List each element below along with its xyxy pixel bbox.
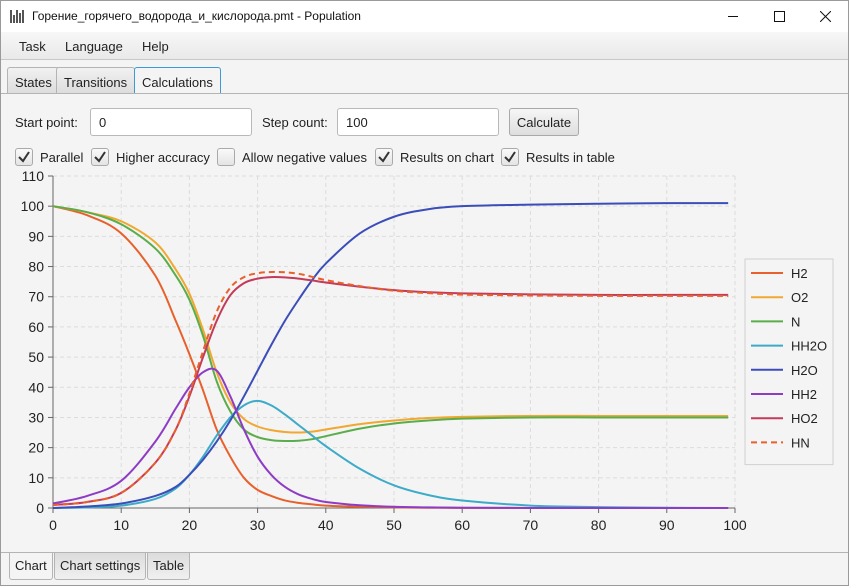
checkmark-icon: [94, 151, 106, 163]
allow-negative-values-checkbox[interactable]: Allow negative values: [217, 147, 367, 167]
parallel-checkbox[interactable]: Parallel: [15, 147, 83, 167]
x-tick-label: 20: [182, 517, 198, 533]
calculate-button[interactable]: Calculate: [509, 108, 579, 136]
results-on-chart-checkbox[interactable]: Results on chart: [375, 147, 494, 167]
series-line-hn: [52, 270, 729, 506]
y-tick-label: 70: [28, 289, 44, 305]
close-icon: [819, 11, 831, 22]
checkbox-box: [217, 148, 235, 166]
menu-language[interactable]: Language: [65, 39, 123, 54]
y-tick-label: 50: [28, 349, 44, 365]
maximize-button[interactable]: [756, 1, 802, 32]
chart-series: [52, 202, 729, 510]
minimize-button[interactable]: [710, 1, 756, 32]
window-title: Горение_горячего_водорода_и_кислорода.pm…: [32, 9, 361, 23]
chart-grid: [52, 175, 736, 509]
series-line-n: [52, 205, 729, 443]
x-tick-label: 40: [318, 517, 334, 533]
x-tick-label: 30: [250, 517, 266, 533]
title-bar: Горение_горячего_водорода_и_кислорода.pm…: [1, 1, 848, 32]
legend-label: HH2: [791, 387, 817, 402]
bottom-tab-divider: [1, 552, 848, 553]
y-tick-label: 90: [28, 228, 44, 244]
checkmark-icon: [378, 151, 390, 163]
x-tick-label: 70: [523, 517, 539, 533]
chart-legend: H2 O2 N HH2O H2O HH2 HO2 HN: [744, 258, 834, 466]
legend-label: H2O: [791, 363, 818, 378]
tab-states[interactable]: States: [7, 67, 60, 94]
x-tick-label: 80: [591, 517, 607, 533]
y-tick-label: 60: [28, 319, 44, 335]
series-line-hh2: [52, 367, 729, 510]
app-icon: [10, 9, 26, 23]
tab-transitions[interactable]: Transitions: [56, 67, 136, 94]
checkbox-label: Allow negative values: [242, 149, 368, 165]
tab-bar: States Transitions Calculations: [1, 61, 848, 94]
legend-label: HH2O: [791, 339, 827, 354]
y-tick-label: 0: [36, 500, 44, 516]
series-line-hh2o: [52, 399, 729, 509]
checkmark-icon: [18, 151, 30, 163]
checkbox-box: [375, 148, 393, 166]
checkbox-box: [15, 148, 33, 166]
y-tick-label: 80: [28, 259, 44, 275]
checkbox-box: [501, 148, 519, 166]
y-tick-label: 40: [28, 379, 44, 395]
y-tick-label: 110: [22, 169, 45, 184]
y-tick-label: 100: [21, 198, 45, 214]
start-point-input[interactable]: 0: [90, 108, 252, 136]
checkbox-label: Results on chart: [400, 149, 494, 165]
start-point-label: Start point:: [15, 115, 78, 130]
higher-accuracy-checkbox[interactable]: Higher accuracy: [91, 147, 210, 167]
checkbox-label: Parallel: [40, 149, 84, 165]
x-tick-label: 10: [113, 517, 129, 533]
x-tick-label: 50: [386, 517, 402, 533]
legend-label: HO2: [791, 411, 818, 426]
x-tick-label: 90: [659, 517, 675, 533]
minimize-icon: [727, 16, 738, 17]
tab-chart-settings[interactable]: Chart settings: [54, 553, 147, 580]
legend-box: [744, 258, 834, 466]
close-button[interactable]: [802, 1, 848, 32]
results-in-table-checkbox[interactable]: Results in table: [501, 147, 615, 167]
tab-calculations[interactable]: Calculations: [134, 67, 221, 94]
checkmark-icon: [504, 151, 516, 163]
checkbox-label: Results in table: [526, 149, 615, 165]
y-tick-label: 30: [28, 409, 44, 425]
checkbox-box: [91, 148, 109, 166]
menu-bar: Task Language Help: [1, 32, 848, 60]
menu-help[interactable]: Help: [142, 39, 169, 54]
maximize-icon: [773, 11, 785, 22]
x-tick-label: 0: [49, 517, 57, 533]
series-line-o2: [52, 205, 729, 434]
results-chart: 0 10 20 30 40 50 60 70 80 90 100 110 0 10 20 30 40 50 60 70…: [21, 169, 834, 533]
step-count-label: Step count:: [262, 115, 328, 130]
legend-label: O2: [791, 290, 808, 305]
legend-label: N: [791, 314, 800, 329]
x-tick-label: 60: [454, 517, 470, 533]
step-count-input[interactable]: 100: [337, 108, 499, 136]
legend-label: H2: [791, 266, 808, 281]
tab-divider: [1, 93, 848, 94]
y-tick-label: 10: [28, 470, 44, 486]
tab-chart[interactable]: Chart: [9, 553, 53, 580]
series-line-h2o: [52, 202, 729, 509]
legend-label: HN: [791, 435, 810, 450]
menu-task[interactable]: Task: [19, 39, 46, 54]
y-tick-label: 20: [28, 440, 44, 456]
tab-table[interactable]: Table: [147, 553, 191, 580]
checkbox-label: Higher accuracy: [116, 149, 210, 165]
x-tick-label: 100: [723, 517, 747, 533]
